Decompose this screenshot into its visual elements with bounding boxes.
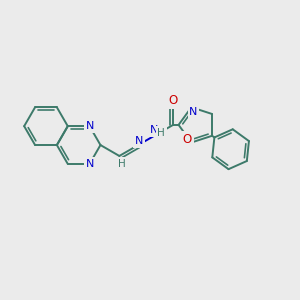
Text: O: O xyxy=(169,94,178,107)
Text: H: H xyxy=(118,159,126,169)
Text: H: H xyxy=(157,128,165,138)
Text: N: N xyxy=(85,159,94,169)
Text: O: O xyxy=(183,133,192,146)
Text: N: N xyxy=(85,121,94,131)
Text: N: N xyxy=(150,125,158,135)
Text: N: N xyxy=(135,136,143,146)
Text: N: N xyxy=(189,107,198,117)
